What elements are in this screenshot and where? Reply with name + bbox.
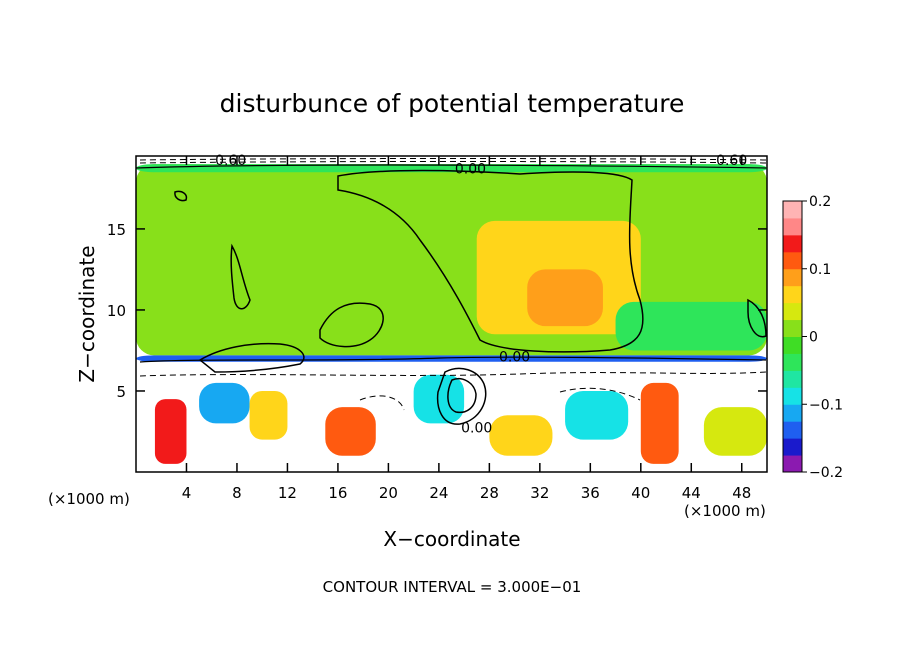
field-region (325, 407, 376, 456)
field-region (489, 415, 553, 456)
dashed-contour (139, 161, 767, 164)
x-unit-left: (×1000 m) (48, 490, 130, 508)
colorbar-swatch (783, 370, 802, 388)
contour-label: 0.60 (215, 153, 246, 169)
plot-frame (135, 155, 768, 473)
colorbar-swatch (783, 421, 802, 439)
dashed-contour (139, 371, 767, 377)
contour-lines (136, 164, 767, 425)
x-tick-label: 28 (480, 484, 499, 502)
colorbar-swatch (783, 319, 802, 337)
contour-label: 0.00 (455, 161, 486, 177)
contour-labels: 0.60 0.60 0.00 0.00 0.00 (215, 153, 747, 436)
colorbar-swatch (783, 455, 802, 473)
field-region (413, 374, 465, 424)
x-tick-label: 8 (232, 484, 242, 502)
colorbar-tick-label: −0.2 (809, 465, 843, 481)
contour-label: 0.00 (461, 421, 492, 437)
colorbar-swatch (783, 251, 802, 270)
colorbar-swatch (783, 285, 802, 304)
field-region (154, 399, 187, 464)
x-unit-right: (×1000 m) (684, 502, 766, 520)
y-axis-label: Z−coordinate (75, 245, 99, 382)
colorbar-tick-label: 0 (809, 330, 818, 346)
colorbar: 0.2 0.1 0 −0.1 −0.2 (782, 194, 843, 481)
x-tick-label: 12 (278, 484, 297, 502)
x-tick-label: 24 (429, 484, 448, 502)
contour-line (230, 243, 251, 310)
field-region (640, 382, 679, 464)
colorbar-tick-label: 0.2 (809, 194, 831, 210)
x-tick-label: 40 (631, 484, 650, 502)
contour-line (139, 356, 767, 363)
contour-line (436, 367, 487, 425)
contour-line (198, 342, 305, 373)
dashed-contour (559, 387, 641, 401)
colorbar-tick-label: −0.1 (809, 397, 843, 413)
y-axis: 5 10 15 (107, 221, 767, 401)
y-tick-label: 5 (116, 383, 126, 401)
field-region (615, 301, 767, 351)
contour-line (319, 302, 384, 348)
colorbar-tick-label: 0.1 (809, 262, 831, 278)
x-tick-label: 16 (328, 484, 347, 502)
y-tick-label: 10 (107, 302, 126, 320)
chart-title: disturbunce of potential temperature (220, 89, 685, 118)
colorbar-swatch (783, 268, 802, 287)
contour-line (174, 190, 188, 202)
x-tick-label: 32 (530, 484, 549, 502)
x-tick-label: 4 (182, 484, 192, 502)
x-tick-label: 48 (732, 484, 751, 502)
y-tick-label: 15 (107, 221, 126, 239)
field-layer (136, 164, 767, 464)
contour-line (136, 164, 767, 169)
field-region (249, 390, 288, 440)
x-tick-label: 44 (682, 484, 701, 502)
contour-label: 0.00 (499, 349, 530, 365)
colorbar-swatch (783, 438, 802, 456)
colorbar-swatch (783, 387, 802, 405)
field-region (565, 390, 629, 440)
x-tick-label: 36 (581, 484, 600, 502)
dashed-contour (139, 158, 767, 161)
contour-line (747, 298, 767, 338)
plot-area (136, 156, 767, 472)
dashed-contours (139, 158, 767, 411)
contour-line (447, 378, 477, 414)
x-tick-label: 20 (379, 484, 398, 502)
x-axis: 4 8 12 16 20 24 28 32 36 40 44 48 (182, 156, 751, 502)
colorbar-swatch (783, 336, 802, 354)
contour-line (337, 169, 644, 353)
colorbar-swatch (783, 201, 802, 219)
contour-interval-note: CONTOUR INTERVAL = 3.000E−01 (323, 578, 582, 596)
field-region (527, 269, 603, 327)
dashed-contour (359, 395, 405, 411)
colorbar-swatch (783, 217, 802, 236)
field-region (199, 382, 250, 424)
x-axis-label: X−coordinate (383, 527, 520, 551)
colorbar-swatch (783, 302, 802, 321)
colorbar-swatch (783, 404, 802, 422)
field-region (703, 407, 767, 456)
contour-label: 0.60 (716, 153, 747, 169)
colorbar-swatch (783, 234, 802, 253)
colorbar-swatch (783, 353, 802, 371)
